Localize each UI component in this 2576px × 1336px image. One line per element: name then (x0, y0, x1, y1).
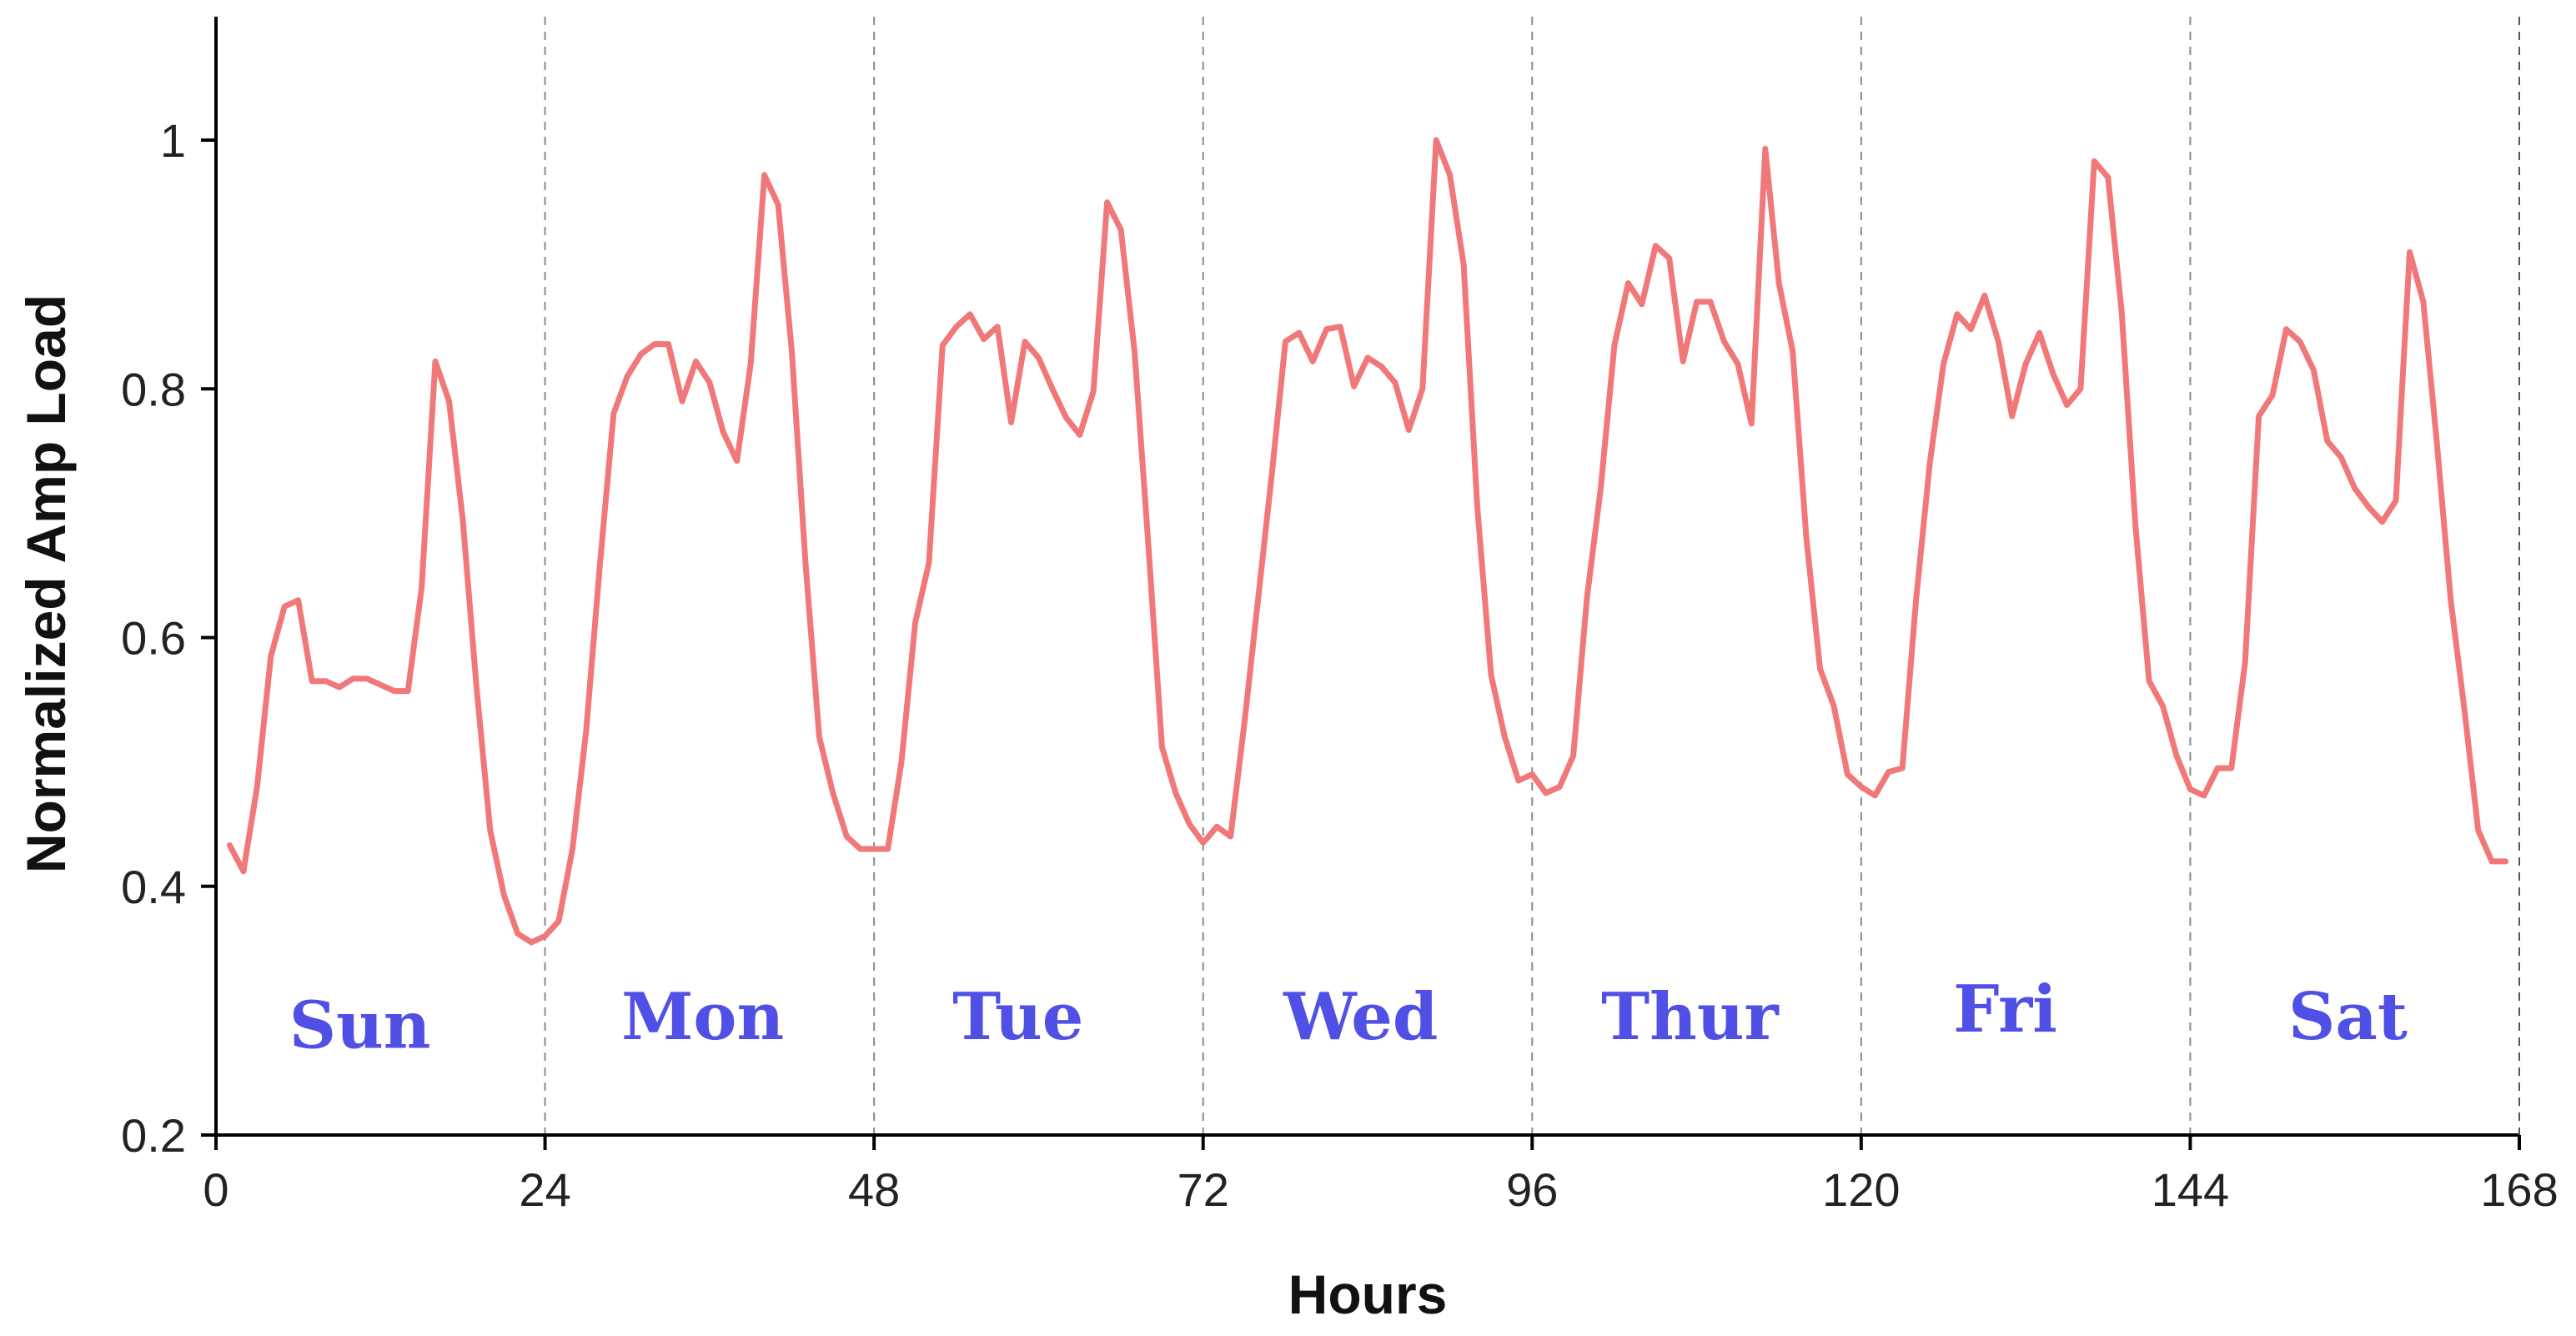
y-tick-label: 1 (160, 114, 186, 167)
x-tick-label: 96 (1506, 1163, 1558, 1216)
axes (214, 17, 2520, 1137)
day-labels: Sun Mon Tue Wed Thur Fri Sat (289, 972, 2408, 1063)
y-ticks: 0.2 0.4 0.6 0.8 1 (121, 114, 216, 1162)
day-label-mon: Mon (621, 979, 784, 1055)
x-tick-label: 0 (203, 1163, 228, 1216)
day-label-sat: Sat (2288, 979, 2408, 1055)
y-tick-label: 0.4 (121, 861, 186, 913)
x-ticks: 0 24 48 72 96 120 144 168 (203, 1135, 2558, 1216)
x-tick-label: 144 (2152, 1163, 2229, 1216)
series-line (226, 137, 2509, 946)
x-tick-label: 24 (519, 1163, 570, 1216)
x-tick-label: 168 (2480, 1163, 2558, 1216)
x-tick-label: 48 (848, 1163, 900, 1216)
y-tick-label: 0.6 (121, 612, 186, 665)
day-gridlines (544, 17, 2192, 1135)
x-axis-title: Hours (1288, 1263, 1448, 1325)
day-label-fri: Fri (1953, 972, 2057, 1047)
y-tick-label: 0.8 (121, 363, 186, 415)
day-label-wed: Wed (1283, 979, 1438, 1055)
x-tick-label: 120 (1822, 1163, 1900, 1216)
day-label-sun: Sun (289, 988, 431, 1064)
x-tick-label: 72 (1178, 1163, 1229, 1216)
y-tick-label: 0.2 (121, 1109, 186, 1162)
day-label-thur: Thur (1601, 979, 1779, 1055)
day-label-tue: Tue (952, 979, 1083, 1055)
y-axis-title: Normalized Amp Load (15, 294, 77, 873)
